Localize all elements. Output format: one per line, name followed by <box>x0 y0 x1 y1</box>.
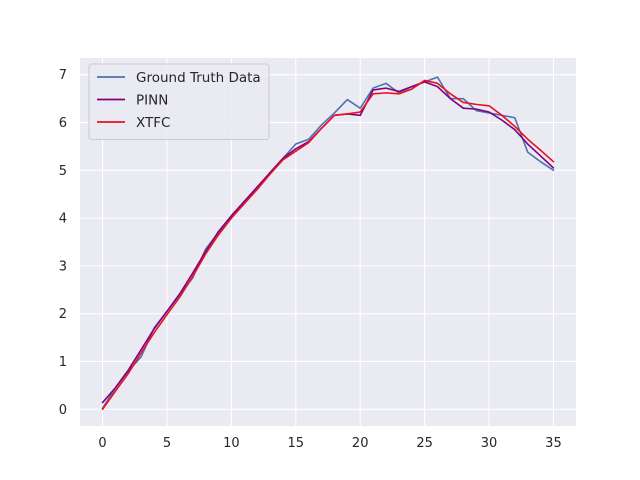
x-tick-label-0: 0 <box>98 436 106 451</box>
y-tick-label-1: 1 <box>59 355 67 370</box>
y-tick-label-7: 7 <box>59 68 67 83</box>
y-tick-label-6: 6 <box>59 116 67 131</box>
x-tick-label-3: 15 <box>288 436 305 451</box>
legend-label-2: XTFC <box>136 115 170 131</box>
x-tick-label-7: 35 <box>545 436 562 451</box>
legend: Ground Truth Data PINN XTFC <box>88 63 270 140</box>
x-tick-label-5: 25 <box>416 436 433 451</box>
y-tick-label-2: 2 <box>59 307 67 322</box>
series-lines <box>101 76 555 411</box>
y-tick-label-4: 4 <box>59 212 67 227</box>
x-tick-label-2: 10 <box>223 436 240 451</box>
y-tick-label-0: 0 <box>59 403 67 418</box>
x-tick-label-1: 5 <box>163 436 171 451</box>
x-tick-label-6: 30 <box>481 436 498 451</box>
x-axis-tick-labels: 0 5 10 15 20 25 30 35 <box>98 436 561 451</box>
y-tick-label-3: 3 <box>59 259 67 274</box>
legend-label-1: PINN <box>136 93 168 109</box>
y-axis-tick-labels: 0 1 2 3 4 5 6 7 <box>59 68 67 418</box>
x-tick-label-4: 20 <box>352 436 369 451</box>
y-tick-label-5: 5 <box>59 164 67 179</box>
legend-label-0: Ground Truth Data <box>136 70 261 86</box>
legend-box <box>88 63 270 140</box>
series-line-2 <box>101 79 555 411</box>
